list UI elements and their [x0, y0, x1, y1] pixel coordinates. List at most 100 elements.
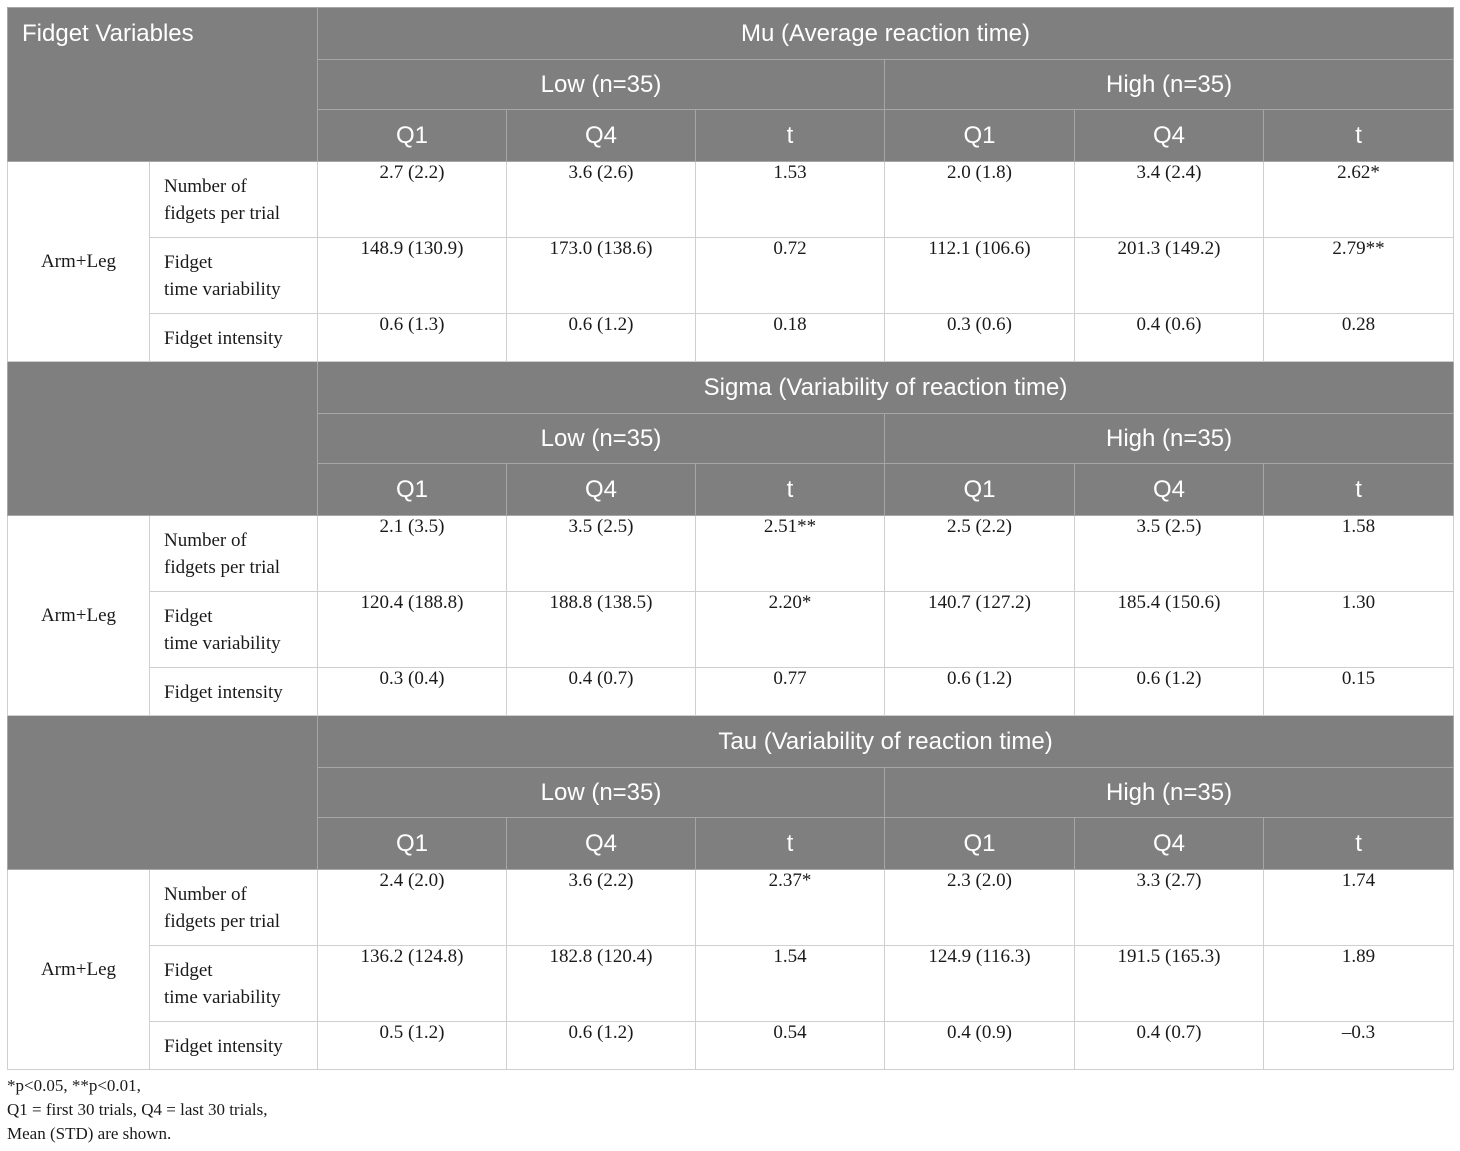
variable-label-line-1: Fidget intensity	[164, 682, 283, 703]
cell-high-t: 2.79**	[1262, 237, 1455, 314]
column-header-low-q4: Q4	[506, 463, 696, 516]
cell-low-q1: 0.6 (1.3)	[317, 313, 507, 362]
column-header-row-sigma: Q1 Q4 t Q1 Q4 t	[8, 463, 1455, 516]
column-header-low-t: t	[695, 463, 885, 516]
cell-low-t: 2.20*	[695, 591, 885, 668]
column-header-low-t: t	[695, 109, 885, 162]
variable-label-line-2: time variability	[164, 633, 281, 654]
cell-low-t: 0.18	[695, 313, 885, 362]
column-header-high-t: t	[1262, 817, 1455, 870]
cell-high-q1: 2.3 (2.0)	[884, 869, 1075, 946]
table-row: Fidget intensity 0.5 (1.2) 0.6 (1.2) 0.54 0.…	[8, 1021, 1455, 1070]
cell-high-t: 1.30	[1262, 591, 1455, 668]
column-header-high-q4: Q4	[1074, 817, 1264, 870]
variable-label-number-of-fidgets: Number of fidgets per trial	[149, 161, 318, 238]
group-header-row-mu: Low (n=35) High (n=35)	[8, 59, 1455, 110]
cell-high-q1: 140.7 (127.2)	[884, 591, 1075, 668]
cell-high-q4: 185.4 (150.6)	[1074, 591, 1264, 668]
variable-label-fidget-time-variability: Fidget time variability	[149, 591, 318, 668]
table-row: Fidget time variability 148.9 (130.9) 173.0…	[8, 237, 1455, 314]
cell-high-q4: 191.5 (165.3)	[1074, 945, 1264, 1022]
column-header-low-q1: Q1	[317, 817, 507, 870]
column-header-high-t: t	[1262, 109, 1455, 162]
variable-label-line-1: Number of	[164, 884, 247, 905]
cell-high-q4: 3.3 (2.7)	[1074, 869, 1264, 946]
table-row: Arm+Leg Number of fidgets per trial 2.7 (2.…	[7, 161, 1455, 362]
cell-high-q4: 201.3 (149.2)	[1074, 237, 1264, 314]
group-header-low: Low (n=35)	[317, 59, 885, 110]
cell-high-t: 0.28	[1262, 313, 1455, 362]
column-header-high-q1: Q1	[884, 109, 1075, 162]
column-header-high-q1: Q1	[884, 463, 1075, 516]
group-header-high: High (n=35)	[883, 413, 1455, 464]
column-header-low-q4: Q4	[506, 817, 696, 870]
cell-high-q4: 3.5 (2.5)	[1074, 515, 1264, 592]
corner-header-blank	[7, 361, 318, 516]
cell-low-t: 2.51**	[695, 515, 885, 592]
group-header-row-sigma: Low (n=35) High (n=35)	[8, 413, 1455, 464]
group-header-high: High (n=35)	[883, 767, 1455, 818]
column-header-low-q4: Q4	[506, 109, 696, 162]
variable-label-line-1: Fidget	[164, 606, 213, 627]
row-group-arm-leg: Arm+Leg	[7, 515, 150, 716]
table-row: Arm+Leg Number of fidgets per trial 2.4 (2.…	[7, 869, 1455, 1070]
cell-low-q4: 0.6 (1.2)	[506, 1021, 696, 1070]
variable-label-line-2: time variability	[164, 279, 281, 300]
cell-high-t: 1.89	[1262, 945, 1455, 1022]
table-row: Fidget time variability 136.2 (124.8) 182.8…	[8, 945, 1455, 1022]
variable-label-number-of-fidgets: Number of fidgets per trial	[149, 869, 318, 946]
variable-label-line-2: fidgets per trial	[164, 557, 281, 578]
column-header-high-q4: Q4	[1074, 463, 1264, 516]
footnote-mean-std: Mean (STD) are shown.	[7, 1124, 172, 1143]
cell-low-q1: 120.4 (188.8)	[317, 591, 507, 668]
section-title-tau: Tau (Variability of reaction time)	[316, 715, 1455, 768]
cell-low-t: 1.53	[695, 161, 885, 238]
cell-high-q4: 0.6 (1.2)	[1074, 667, 1264, 716]
cell-low-t: 0.72	[695, 237, 885, 314]
cell-high-t: 0.15	[1262, 667, 1455, 716]
cell-high-q4: 0.4 (0.6)	[1074, 313, 1264, 362]
section-title-sigma: Sigma (Variability of reaction time)	[316, 361, 1455, 414]
cell-low-q1: 148.9 (130.9)	[317, 237, 507, 314]
variable-label-line-2: fidgets per trial	[164, 911, 281, 932]
table-row: Fidget time variability 120.4 (188.8) 188.8…	[8, 591, 1455, 668]
cell-high-q1: 0.4 (0.9)	[884, 1021, 1075, 1070]
footnote-significance: *p<0.05, **p<0.01,	[7, 1076, 141, 1095]
cell-low-q4: 3.5 (2.5)	[506, 515, 696, 592]
cell-low-q4: 173.0 (138.6)	[506, 237, 696, 314]
section-header-row-mu: Fidget Variables Mu (Average reaction tim…	[7, 7, 1455, 162]
corner-header-blank	[7, 715, 318, 870]
cell-high-q1: 112.1 (106.6)	[884, 237, 1075, 314]
group-header-high: High (n=35)	[883, 59, 1455, 110]
variable-label-line-1: Number of	[164, 530, 247, 551]
cell-high-q1: 124.9 (116.3)	[884, 945, 1075, 1022]
footnote-quartile-definition: Q1 = first 30 trials, Q4 = last 30 trial…	[7, 1100, 268, 1119]
variable-label-line-1: Number of	[164, 176, 247, 197]
cell-low-q4: 3.6 (2.2)	[506, 869, 696, 946]
cell-low-t: 0.54	[695, 1021, 885, 1070]
cell-high-q1: 2.0 (1.8)	[884, 161, 1075, 238]
variable-label-fidget-intensity: Fidget intensity	[149, 667, 318, 716]
section-header-row-sigma: Sigma (Variability of reaction time)	[7, 361, 1455, 516]
group-header-low: Low (n=35)	[317, 767, 885, 818]
variable-label-fidget-intensity: Fidget intensity	[149, 1021, 318, 1070]
cell-low-q4: 3.6 (2.6)	[506, 161, 696, 238]
variable-label-line-2: time variability	[164, 987, 281, 1008]
cell-low-q1: 2.4 (2.0)	[317, 869, 507, 946]
column-header-high-t: t	[1262, 463, 1455, 516]
section-title-mu: Mu (Average reaction time)	[316, 7, 1455, 60]
cell-high-t: –0.3	[1262, 1021, 1455, 1070]
column-header-low-t: t	[695, 817, 885, 870]
cell-low-t: 1.54	[695, 945, 885, 1022]
column-header-low-q1: Q1	[317, 109, 507, 162]
results-table-container: Fidget Variables Mu (Average reaction tim…	[7, 7, 1455, 1070]
variable-label-fidget-time-variability: Fidget time variability	[149, 237, 318, 314]
cell-low-q4: 182.8 (120.4)	[506, 945, 696, 1022]
cell-low-q4: 0.6 (1.2)	[506, 313, 696, 362]
table-body: Fidget Variables Mu (Average reaction tim…	[7, 7, 1455, 1070]
cell-high-t: 1.58	[1262, 515, 1455, 592]
cell-low-q1: 0.5 (1.2)	[317, 1021, 507, 1070]
group-header-low: Low (n=35)	[317, 413, 885, 464]
cell-high-t: 1.74	[1262, 869, 1455, 946]
cell-low-t: 0.77	[695, 667, 885, 716]
